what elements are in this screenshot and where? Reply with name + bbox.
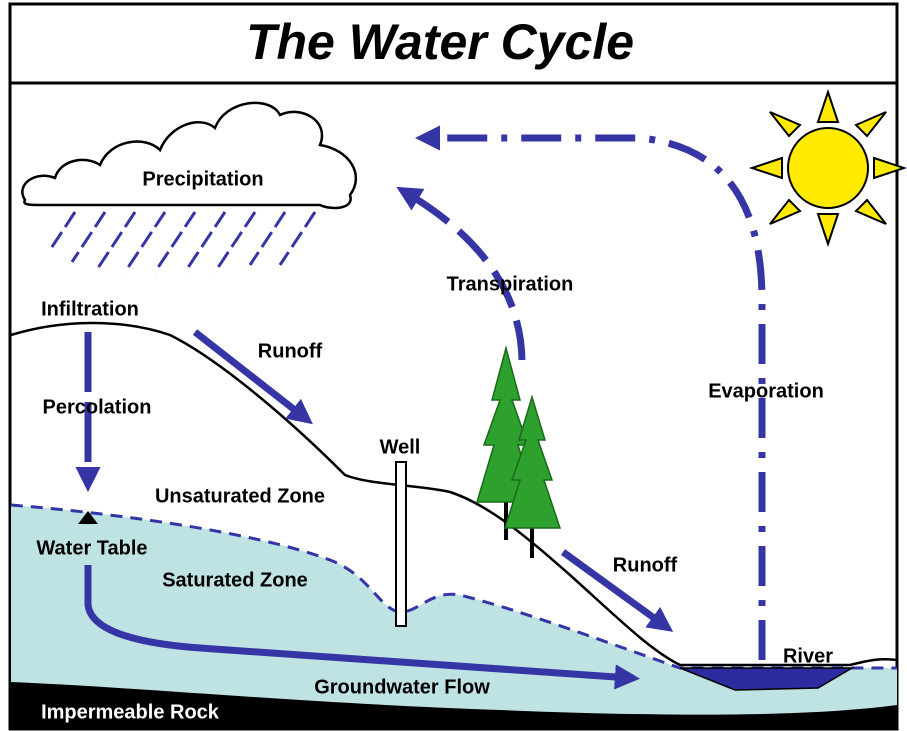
label: Infiltration bbox=[41, 298, 139, 320]
label: Water Table bbox=[36, 537, 147, 559]
label: Runoff bbox=[613, 554, 678, 576]
well bbox=[396, 462, 406, 626]
label: Percolation bbox=[43, 396, 152, 418]
label: Impermeable Rock bbox=[41, 701, 220, 723]
label: Well bbox=[380, 436, 421, 458]
label: Precipitation bbox=[142, 168, 263, 190]
sun bbox=[752, 92, 904, 244]
label: Runoff bbox=[258, 340, 323, 362]
water-cycle-diagram: The Water Cycle bbox=[0, 0, 907, 731]
sun-disc bbox=[788, 128, 868, 208]
label: Transpiration bbox=[447, 273, 574, 295]
label: Evaporation bbox=[708, 380, 824, 402]
label: Unsaturated Zone bbox=[155, 485, 325, 507]
label: Groundwater Flow bbox=[314, 676, 490, 698]
label: Saturated Zone bbox=[162, 569, 308, 591]
title: The Water Cycle bbox=[246, 14, 634, 70]
label: River bbox=[783, 645, 833, 667]
